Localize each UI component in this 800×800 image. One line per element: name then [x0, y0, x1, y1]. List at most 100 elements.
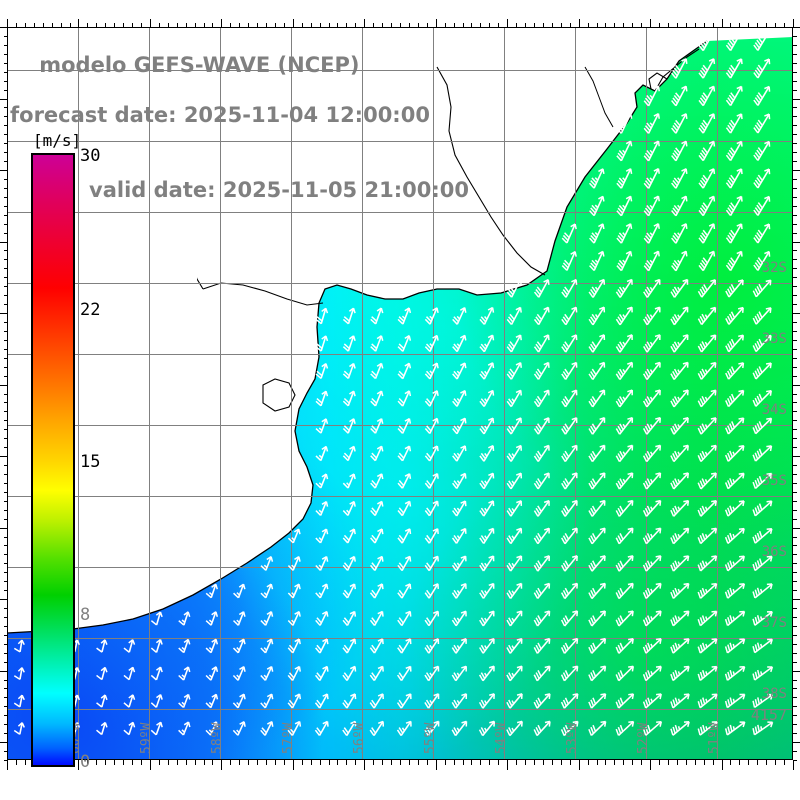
axis-tick: [667, 760, 669, 765]
wind-barb: [615, 278, 633, 298]
wind-barb: [615, 444, 634, 463]
wind-barb: [725, 389, 745, 408]
wind-barb: [370, 362, 384, 380]
wind-barb: [670, 555, 690, 572]
wind-barb: [452, 472, 467, 489]
axis-tick: [793, 715, 797, 717]
wind-barb: [560, 582, 579, 600]
wind-barb: [96, 639, 108, 653]
axis-tick: [149, 19, 151, 28]
wind-barb: [753, 195, 771, 216]
wind-barb: [397, 583, 412, 599]
wind-barb: [752, 389, 772, 407]
wind-barb: [560, 693, 579, 709]
wind-barb: [533, 472, 550, 490]
wind-barb: [643, 223, 660, 244]
wind-barb: [314, 693, 329, 709]
wind-barb: [13, 694, 25, 708]
axis-tick: [4, 536, 8, 538]
wind-barb: [616, 140, 633, 162]
lon-label: 54ºW: [494, 722, 509, 754]
wind-barb: [670, 665, 690, 682]
axis-tick: [4, 89, 8, 91]
axis-tick: [319, 760, 321, 765]
axis-tick: [757, 760, 759, 765]
wind-barb: [642, 720, 663, 736]
wind-barb: [724, 666, 746, 681]
axis-tick: [194, 760, 196, 765]
wind-barb: [424, 417, 439, 435]
corner-note: 4157: [750, 706, 787, 724]
wind-barb: [697, 582, 718, 599]
axis-tick: [703, 23, 705, 28]
axis-tick: [793, 652, 797, 654]
wind-barb: [671, 195, 688, 217]
axis-tick: [507, 19, 509, 28]
axis-tick: [408, 760, 410, 765]
axis-tick: [793, 563, 797, 565]
wind-barb: [150, 666, 163, 681]
wind-barb: [642, 334, 661, 353]
axis-tick: [793, 473, 797, 475]
wind-barb: [369, 583, 384, 599]
wind-barb: [671, 58, 688, 79]
axis-tick: [793, 357, 797, 359]
axis-tick: [793, 482, 797, 484]
lat-label: 38S: [761, 686, 787, 702]
axis-tick: [605, 23, 607, 28]
axis-tick: [257, 23, 259, 28]
colorbar[interactable]: [31, 153, 75, 767]
axis-tick: [793, 456, 800, 458]
wind-barb: [724, 472, 745, 490]
axis-tick: [87, 23, 89, 28]
wind-barb: [724, 638, 746, 654]
map-plot-area[interactable]: 32S 33S 34S 35S 36S 37S 38S 61ºW 60ºW 59…: [7, 27, 793, 760]
wind-barb: [452, 445, 467, 462]
axis-tick: [51, 23, 53, 28]
wind-barb: [642, 417, 661, 435]
axis-tick: [596, 23, 598, 28]
wind-barb: [123, 694, 136, 708]
axis-tick: [0, 313, 8, 315]
axis-tick: [4, 205, 8, 207]
wind-barb: [342, 500, 356, 516]
axis-tick: [793, 411, 797, 413]
axis-tick: [793, 214, 797, 216]
wind-barb: [506, 555, 523, 572]
axis-tick: [4, 44, 8, 46]
axis-tick: [328, 23, 330, 28]
axis-tick: [676, 23, 678, 28]
axis-tick: [364, 19, 366, 28]
axis-tick: [4, 80, 8, 82]
axis-tick: [793, 742, 800, 744]
wind-barb: [725, 279, 744, 298]
wind-barb: [560, 610, 579, 627]
axis-tick: [266, 760, 268, 765]
axis-tick: [793, 259, 797, 261]
axis-tick: [516, 760, 518, 765]
axis-tick: [471, 23, 473, 28]
gridline-lon: [291, 27, 292, 760]
axis-tick: [605, 760, 607, 765]
axis-tick: [283, 760, 285, 765]
axis-tick: [4, 232, 8, 234]
colorbar-tick-label: 0: [80, 752, 91, 772]
axis-tick: [4, 411, 8, 413]
axis-tick: [793, 491, 797, 493]
axis-tick: [542, 760, 544, 765]
lon-label: 57ºW: [281, 722, 296, 754]
gridline-lon: [646, 27, 647, 760]
wind-barb: [150, 721, 163, 736]
wind-barb: [670, 582, 690, 599]
wind-barb: [506, 444, 523, 462]
wind-barb: [561, 417, 578, 435]
axis-tick: [4, 724, 8, 726]
colorbar-gradient: [31, 153, 75, 767]
axis-tick: [614, 760, 616, 765]
wind-barb: [725, 195, 743, 216]
wind-barb: [397, 445, 412, 462]
axis-tick: [4, 339, 8, 341]
axis-tick: [793, 19, 794, 28]
axis-tick: [793, 554, 797, 556]
wind-barb: [424, 390, 439, 407]
